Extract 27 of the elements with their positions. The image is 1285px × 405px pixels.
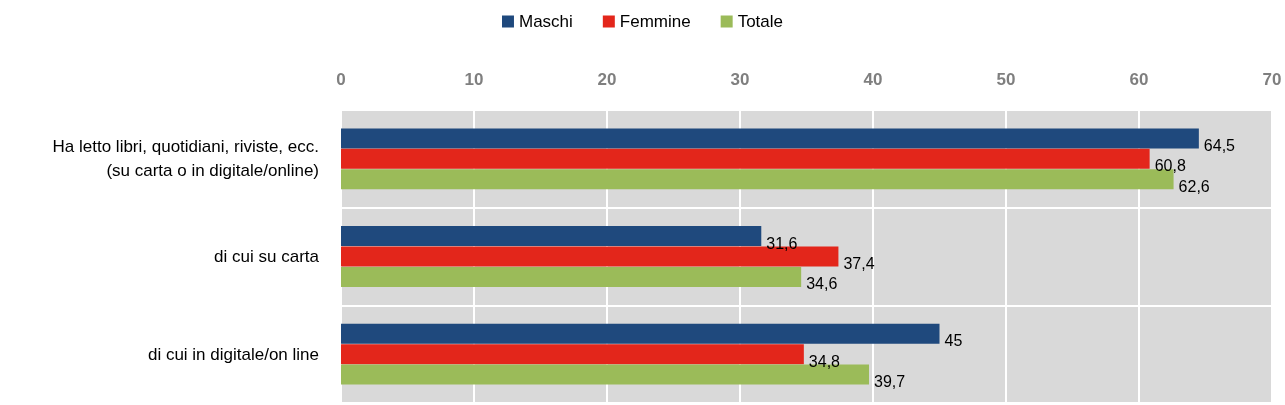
y-tick-label: Ha letto libri, quotidiani, riviste, ecc. (su carta o in digitale/online) (52, 137, 319, 181)
y-tick-label: di cui su carta (214, 247, 320, 266)
data-label: 39,7 (874, 373, 906, 391)
legend-label: Totale (737, 12, 784, 31)
y-tick-label: di cui in digitale/on line (147, 344, 319, 364)
x-tick-label: 0 (336, 70, 346, 89)
x-tick-label: 20 (597, 70, 617, 89)
bar (341, 344, 804, 365)
x-tick-label: 30 (730, 70, 750, 89)
bar (341, 226, 762, 247)
legend-label: Maschi (518, 12, 573, 31)
data-label: 37,4 (843, 255, 875, 272)
data-label: 62,6 (1178, 177, 1210, 195)
x-tick-label: 60 (1129, 70, 1149, 89)
data-label: 34,6 (806, 275, 838, 293)
legend-label: Femmine (619, 12, 691, 31)
x-tick-label: 40 (863, 70, 883, 89)
data-label: 64,5 (1203, 136, 1236, 154)
x-tick-label: 50 (996, 70, 1016, 89)
bar (341, 148, 1150, 169)
x-tick-label: 70 (1262, 70, 1282, 89)
bar (341, 266, 802, 287)
data-label: 60,8 (1154, 157, 1186, 175)
bar (341, 323, 940, 344)
data-label: 45 (944, 332, 963, 350)
bar (341, 128, 1199, 149)
x-tick-label: 10 (464, 70, 484, 89)
